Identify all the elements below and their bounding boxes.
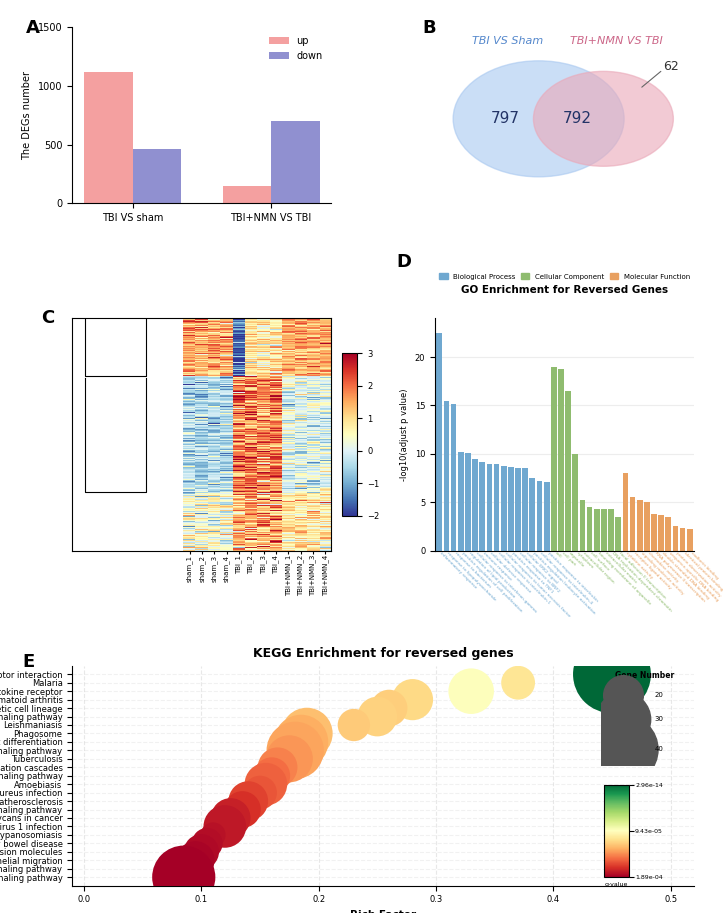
- Bar: [615, 517, 621, 551]
- Bar: [522, 468, 528, 551]
- Y-axis label: The DEGs number: The DEGs number: [22, 71, 33, 160]
- Bar: [479, 462, 485, 551]
- Circle shape: [534, 71, 673, 166]
- Bar: [501, 467, 507, 551]
- Text: C: C: [41, 310, 54, 327]
- Bar: [558, 369, 564, 551]
- Bar: [437, 333, 442, 551]
- Bar: [665, 517, 671, 551]
- Bar: [680, 529, 685, 551]
- Point: [266, 769, 278, 783]
- Bar: [508, 467, 514, 551]
- Bar: [544, 482, 549, 551]
- Text: 797: 797: [490, 111, 519, 126]
- Point: [242, 793, 254, 808]
- Bar: [659, 515, 664, 551]
- Point: [260, 777, 272, 792]
- Text: D: D: [396, 253, 411, 271]
- Bar: [608, 509, 614, 551]
- Point: [407, 692, 419, 707]
- Text: A: A: [26, 18, 40, 37]
- Text: TBI VS Sham: TBI VS Sham: [472, 37, 543, 47]
- Point: [225, 811, 236, 825]
- Bar: [271, 121, 320, 204]
- Bar: [672, 527, 678, 551]
- Point: [236, 803, 248, 817]
- Point: [178, 870, 189, 885]
- Point: [513, 676, 524, 690]
- Point: [289, 743, 301, 758]
- Bar: [450, 404, 456, 551]
- Bar: [573, 454, 578, 551]
- Point: [301, 726, 313, 740]
- Point: [208, 827, 219, 842]
- Bar: [465, 453, 471, 551]
- Bar: [494, 464, 500, 551]
- Bar: [651, 514, 657, 551]
- Text: TBI+NMN VS TBI: TBI+NMN VS TBI: [570, 37, 663, 47]
- Point: [254, 785, 266, 800]
- Bar: [587, 507, 592, 551]
- Y-axis label: -log10(adjust p value): -log10(adjust p value): [401, 388, 409, 481]
- Text: E: E: [22, 653, 35, 671]
- Bar: [84, 72, 132, 204]
- Bar: [458, 452, 463, 551]
- Bar: [630, 498, 636, 551]
- Bar: [472, 458, 478, 551]
- Point: [383, 701, 395, 716]
- Title: GO Enrichment for Reversed Genes: GO Enrichment for Reversed Genes: [461, 286, 668, 295]
- Point: [272, 760, 283, 774]
- Bar: [551, 367, 557, 551]
- Point: [372, 709, 383, 724]
- Point: [295, 735, 307, 750]
- X-axis label: Rich Factor: Rich Factor: [350, 910, 416, 913]
- Bar: [623, 473, 628, 551]
- Text: 62: 62: [663, 59, 679, 72]
- Point: [466, 684, 477, 698]
- Bar: [594, 509, 599, 551]
- Title: KEGG Enrichment for reversed genes: KEGG Enrichment for reversed genes: [253, 647, 513, 660]
- Bar: [223, 185, 271, 204]
- Bar: [637, 500, 643, 551]
- Circle shape: [453, 61, 624, 177]
- Bar: [132, 150, 181, 204]
- Point: [348, 718, 359, 732]
- Text: 792: 792: [563, 111, 592, 126]
- Bar: [529, 478, 535, 551]
- Point: [189, 853, 201, 867]
- Bar: [687, 530, 693, 551]
- Bar: [644, 502, 650, 551]
- Point: [283, 751, 295, 766]
- Bar: [580, 500, 586, 551]
- Text: B: B: [422, 18, 436, 37]
- Point: [202, 836, 213, 851]
- Bar: [515, 468, 521, 551]
- Point: [606, 667, 617, 682]
- Point: [219, 819, 231, 834]
- Bar: [536, 481, 542, 551]
- Legend: Biological Process, Cellular Component, Molecular Function: Biological Process, Cellular Component, …: [437, 270, 693, 282]
- Legend: up, down: up, down: [265, 32, 327, 65]
- Bar: [565, 391, 571, 551]
- Bar: [444, 401, 449, 551]
- Bar: [487, 464, 492, 551]
- Point: [184, 861, 195, 876]
- Bar: [601, 509, 607, 551]
- Point: [195, 845, 207, 859]
